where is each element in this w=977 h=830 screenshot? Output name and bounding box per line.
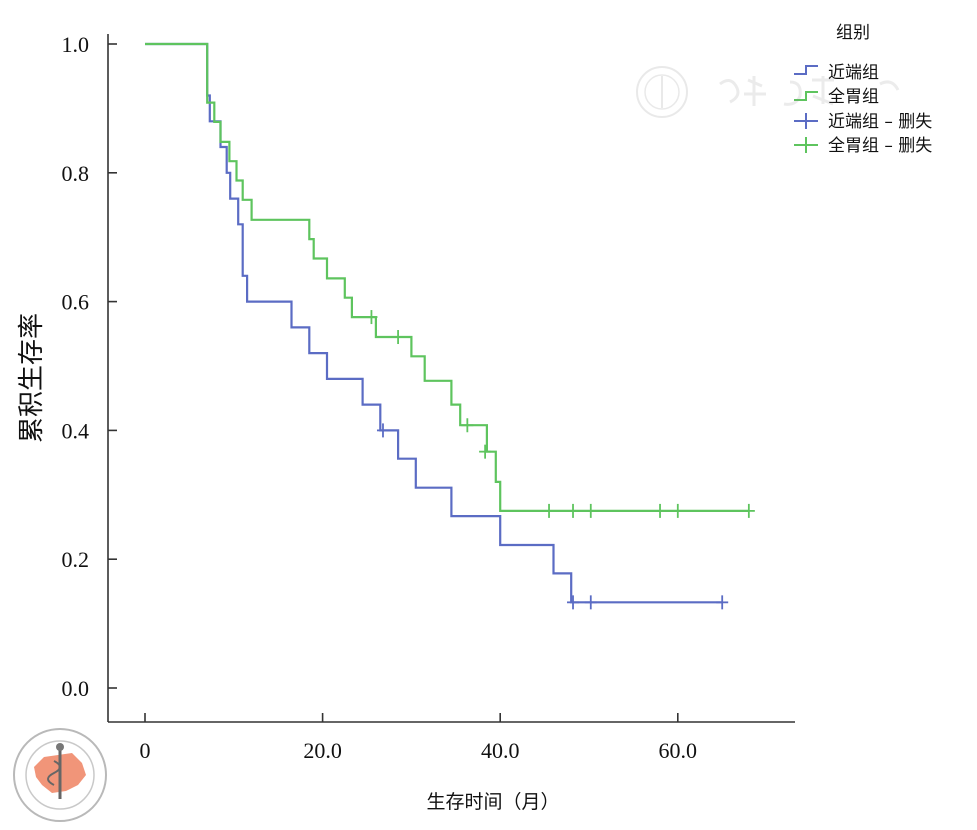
watermark-brush-script: [719, 76, 900, 106]
x-tick-label: 20.0: [303, 738, 342, 763]
x-tick-label: 40.0: [481, 738, 520, 763]
series-layer: [145, 42, 755, 610]
x-axis-title: 生存时间（月）: [426, 791, 559, 813]
legend-swatch-proximal-line: [794, 65, 818, 75]
censor-mark-total-gastrectomy: [584, 503, 597, 518]
censor-mark-proximal: [584, 595, 597, 610]
legend-entry-total-censored: 全胃组 – 删失: [828, 136, 932, 156]
y-tick-label: 0.0: [62, 676, 90, 701]
censor-mark-total-gastrectomy: [365, 310, 378, 325]
censor-mark-total-gastrectomy: [671, 503, 684, 518]
censor-mark-total-gastrectomy: [654, 503, 667, 518]
watermark-seal: [636, 66, 688, 118]
legend-swatch-total-line: [794, 91, 818, 101]
y-tick-label: 0.8: [62, 161, 90, 186]
y-axis-title: 累积生存率: [17, 313, 47, 443]
cma-logo: [13, 728, 107, 822]
legend-entry-total: 全胃组: [828, 87, 879, 107]
legend-entry-proximal-censored: 近端组 – 删失: [828, 112, 932, 132]
censor-mark-total-gastrectomy: [461, 418, 474, 433]
y-ticks: 0.0 0.2 0.4 0.6 0.8 1.0: [62, 32, 117, 701]
legend: 组别 近端组 全胃组 近端组 – 删失 全胃组 – 删失: [794, 23, 932, 156]
censor-mark-proximal: [376, 423, 389, 438]
censor-mark-total-gastrectomy: [567, 503, 580, 518]
censor-mark-proximal: [567, 595, 580, 610]
legend-swatch-proximal-censored: [794, 113, 818, 129]
series-line-proximal: [145, 42, 723, 604]
y-tick-label: 0.6: [62, 290, 90, 315]
censor-mark-total-gastrectomy: [392, 330, 405, 345]
y-tick-label: 1.0: [62, 32, 90, 57]
censor-mark-total-gastrectomy: [742, 503, 755, 518]
legend-swatch-total-censored: [794, 137, 818, 153]
x-ticks: 0 20.0 40.0 60.0: [140, 713, 698, 763]
x-tick-label: 60.0: [659, 738, 698, 763]
y-tick-label: 0.4: [62, 418, 90, 443]
y-tick-label: 0.2: [62, 547, 90, 572]
censor-mark-total-gastrectomy: [543, 503, 556, 518]
censor-mark-proximal: [716, 595, 729, 610]
legend-entry-proximal: 近端组: [828, 63, 879, 83]
x-tick-label: 0: [140, 738, 151, 763]
legend-title: 组别: [836, 23, 870, 43]
censor-mark-total-gastrectomy: [479, 444, 492, 459]
series-line-total-gastrectomy: [145, 42, 749, 512]
